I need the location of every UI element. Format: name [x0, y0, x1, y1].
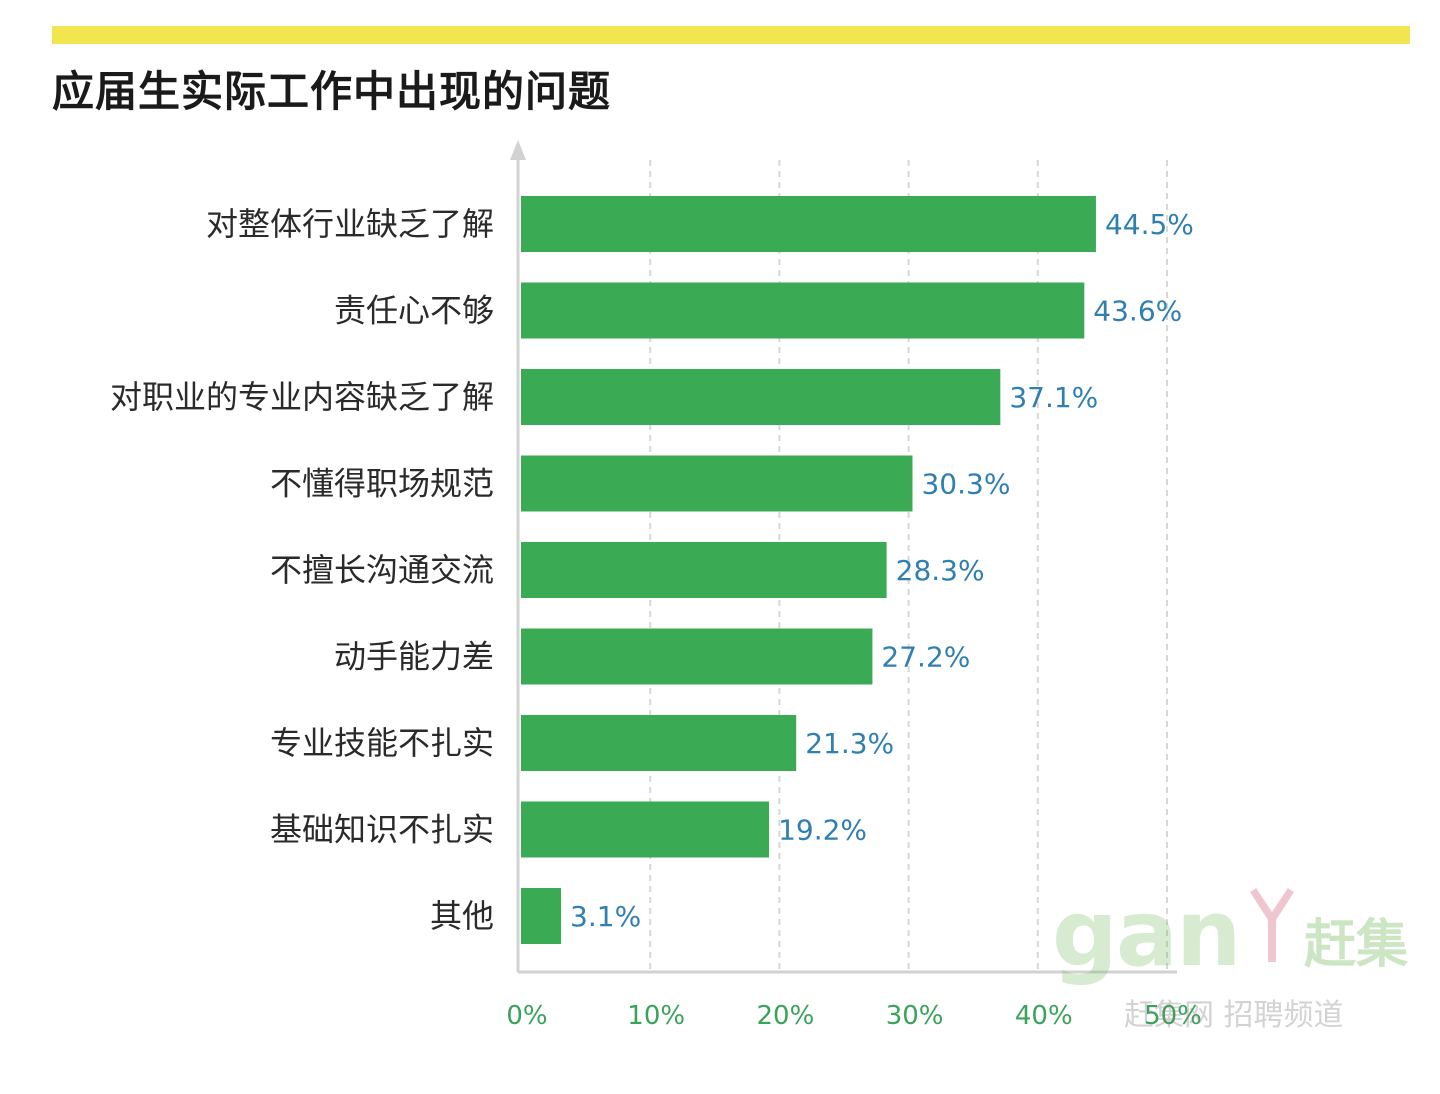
- category-label: 基础知识不扎实: [270, 811, 494, 849]
- category-label: 专业技能不扎实: [270, 724, 494, 762]
- x-tick-label: 0%: [506, 1001, 547, 1031]
- y-axis-arrow: [510, 140, 526, 160]
- value-label: 43.6%: [1093, 295, 1182, 328]
- value-label: 3.1%: [570, 900, 641, 933]
- value-label: 30.3%: [921, 468, 1010, 501]
- bar: [521, 542, 887, 598]
- x-tick-label: 40%: [1015, 1001, 1073, 1031]
- axes: [510, 140, 1177, 974]
- bar: [521, 282, 1085, 339]
- value-label: 19.2%: [778, 814, 867, 847]
- value-label: 28.3%: [896, 554, 985, 587]
- value-label: 21.3%: [805, 727, 894, 760]
- value-label: 27.2%: [881, 641, 970, 674]
- x-tick-label: 20%: [757, 1001, 815, 1031]
- bar: [521, 715, 797, 771]
- category-label: 对职业的专业内容缺乏了解: [110, 378, 494, 416]
- bars: [521, 196, 1096, 944]
- value-label: 44.5%: [1105, 208, 1194, 241]
- bar: [521, 369, 1001, 425]
- bar: [521, 196, 1096, 252]
- value-label: 37.1%: [1009, 381, 1098, 414]
- category-label: 其他: [430, 897, 494, 935]
- category-label: 不懂得职场规范: [270, 465, 494, 503]
- x-tick-label: 10%: [627, 1001, 685, 1031]
- page-title: 应届生实际工作中出现的问题: [52, 67, 612, 116]
- bar: [521, 801, 770, 858]
- bar: [521, 628, 873, 685]
- bar: [521, 888, 562, 944]
- category-label: 动手能力差: [334, 638, 494, 676]
- labels: 0% 10% 20% 30% 40% 50% 对整体行业缺乏了解 44.5% 责任心不够 43.6…: [110, 205, 1202, 1031]
- category-label: 不擅长沟通交流: [270, 551, 494, 589]
- category-label: 责任心不够: [334, 292, 494, 330]
- bar: [521, 455, 913, 512]
- top-accent-bar: [52, 26, 1410, 44]
- category-label: 对整体行业缺乏了解: [206, 205, 494, 243]
- x-tick-label: 30%: [886, 1001, 944, 1031]
- x-tick-label: 50%: [1144, 1001, 1202, 1031]
